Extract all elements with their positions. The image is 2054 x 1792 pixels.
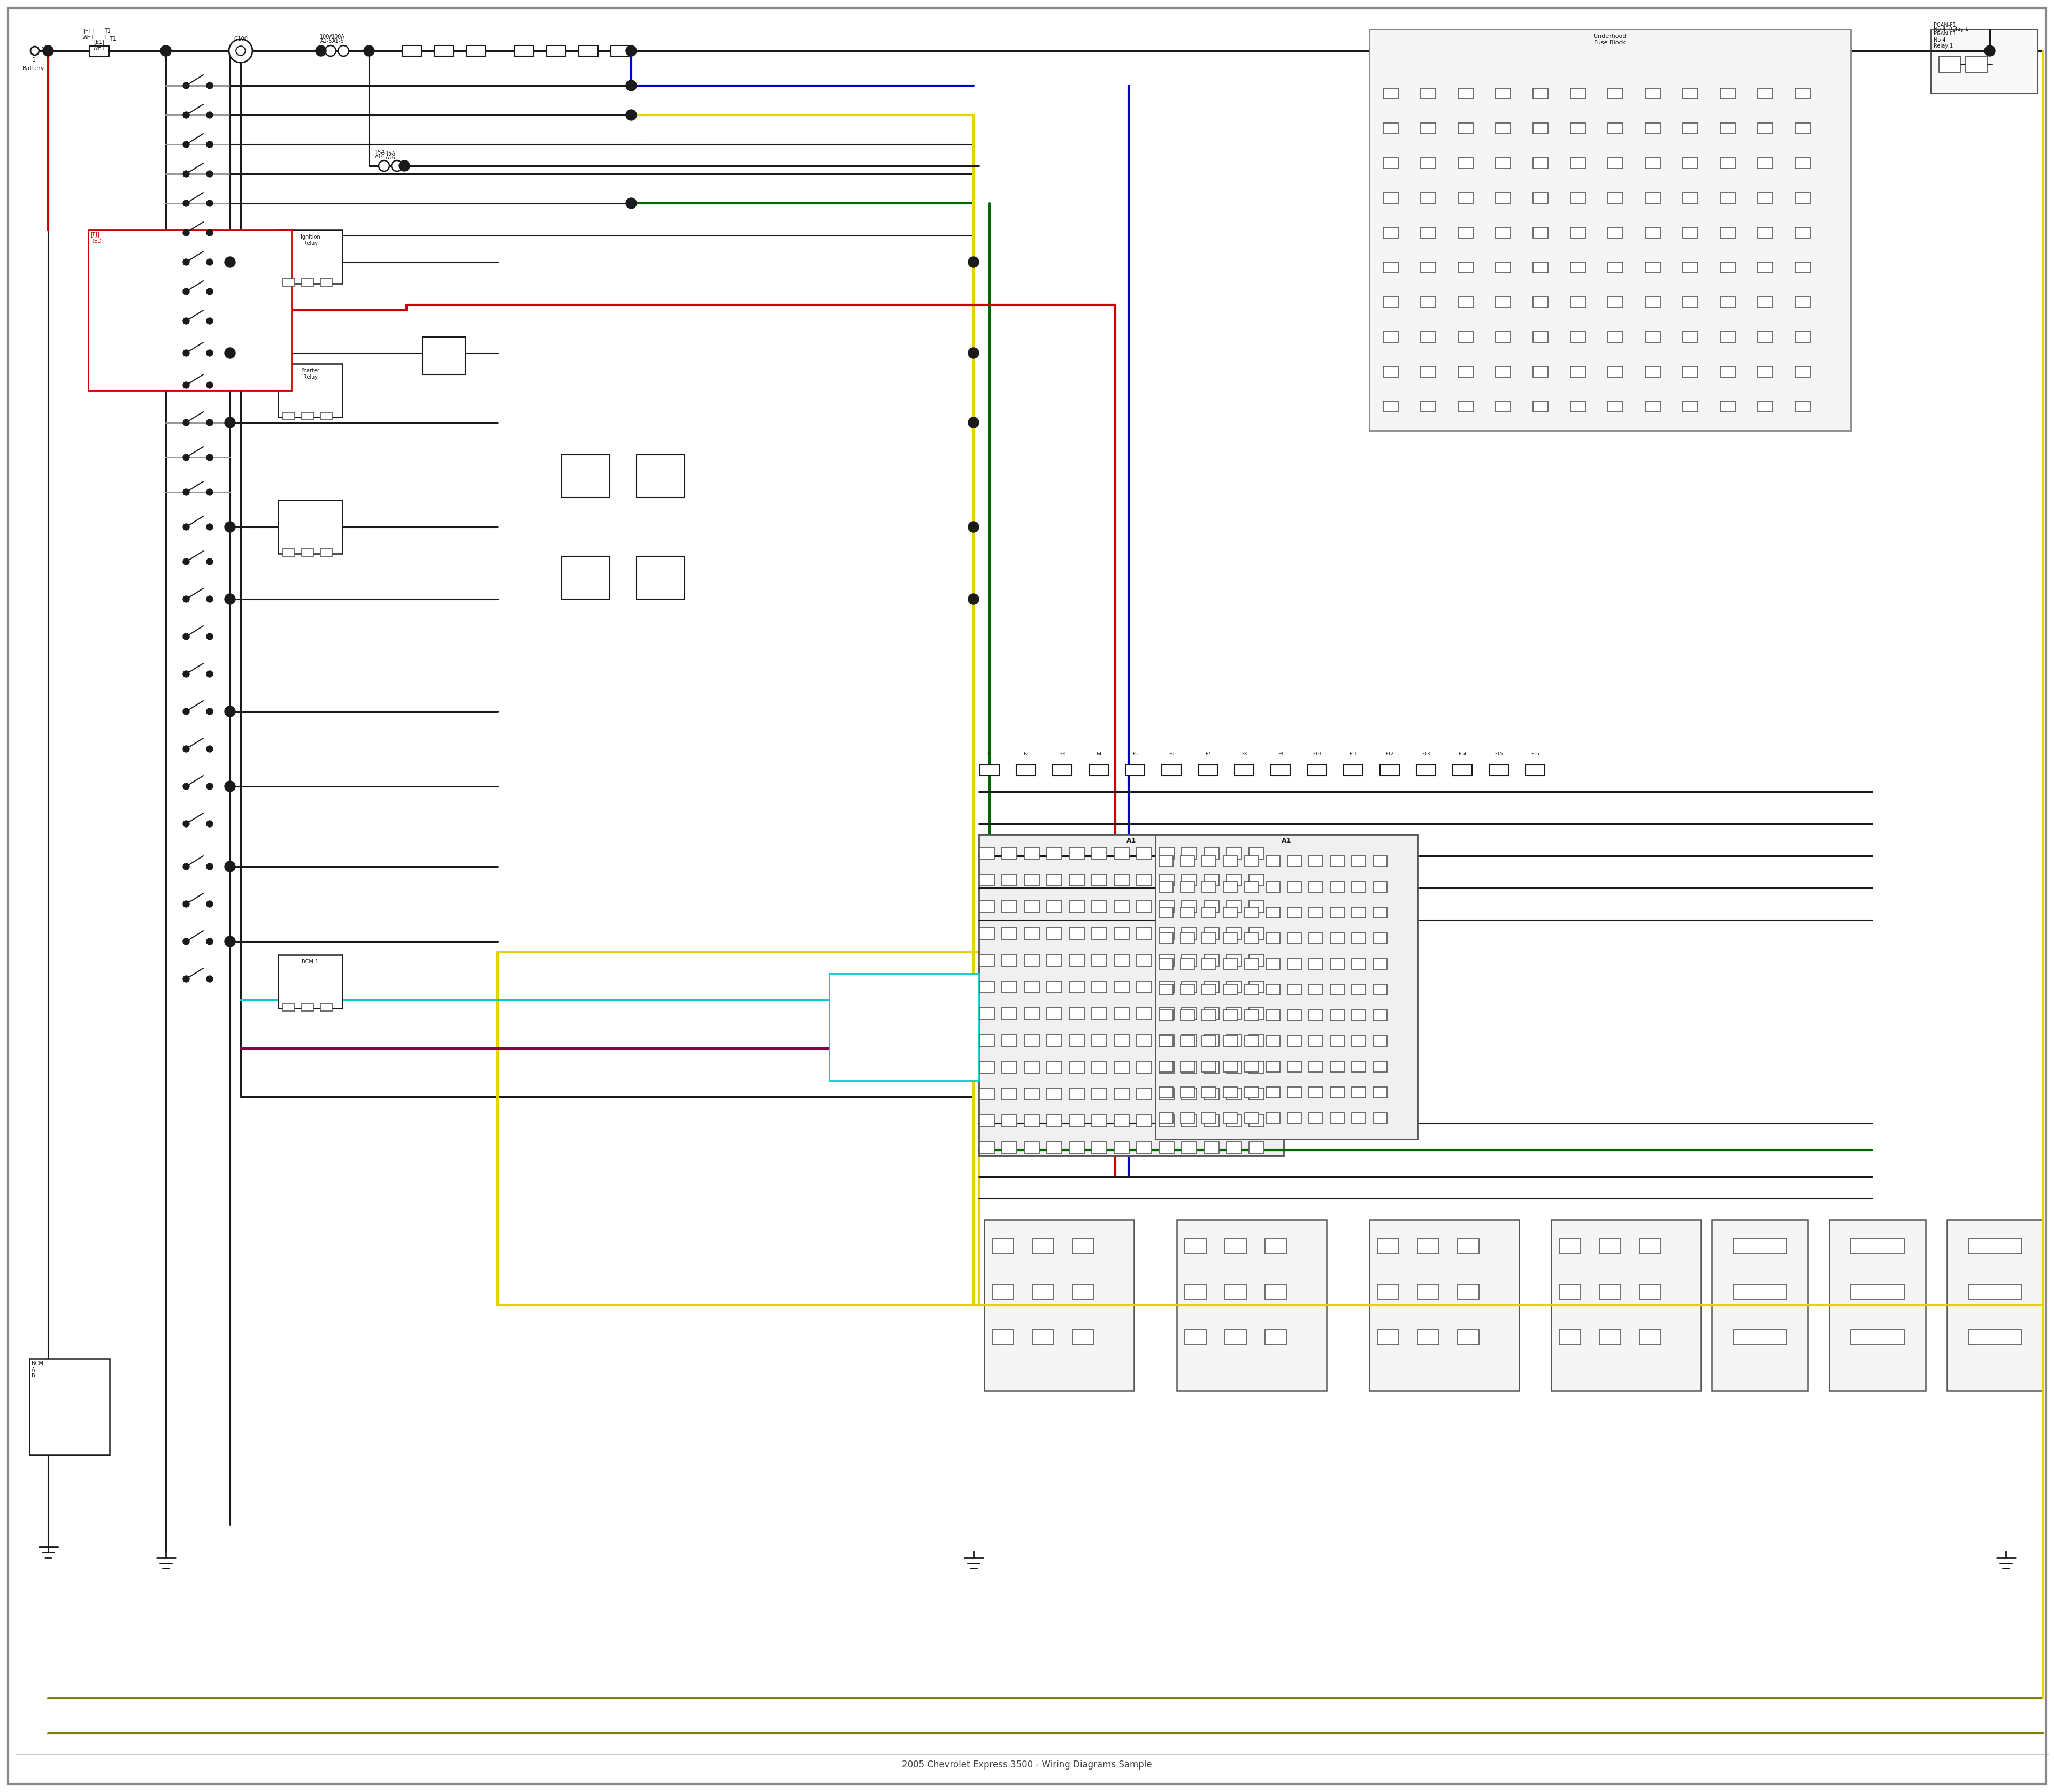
Bar <box>980 1142 994 1154</box>
Bar <box>1245 959 1259 969</box>
Bar <box>1002 955 1017 966</box>
Bar <box>1380 765 1399 776</box>
Bar <box>1851 1285 1904 1299</box>
Circle shape <box>224 706 236 717</box>
Bar <box>1645 228 1660 238</box>
Bar <box>1025 1007 1039 1020</box>
Text: [E1]
WHT: [E1] WHT <box>82 29 94 39</box>
Bar <box>1033 1285 1054 1299</box>
Bar <box>1458 332 1473 342</box>
Bar <box>1158 1034 1175 1047</box>
Bar <box>1571 228 1586 238</box>
Bar <box>1070 848 1085 858</box>
Circle shape <box>183 419 189 426</box>
Text: F6: F6 <box>1169 751 1175 756</box>
Circle shape <box>224 781 236 792</box>
Circle shape <box>160 45 170 56</box>
Bar <box>1070 901 1085 912</box>
Bar <box>1382 158 1399 168</box>
Bar <box>1204 1007 1218 1020</box>
Bar <box>980 848 994 858</box>
Bar <box>992 1330 1013 1344</box>
Bar <box>1226 1115 1241 1127</box>
Bar <box>1002 1061 1017 1073</box>
Bar <box>1070 1088 1085 1100</box>
Bar <box>1758 366 1773 376</box>
Bar <box>1093 901 1107 912</box>
Bar <box>1571 297 1586 308</box>
Circle shape <box>967 418 980 428</box>
Bar <box>1002 980 1017 993</box>
Bar <box>1795 332 1810 342</box>
Bar <box>1645 124 1660 134</box>
Text: F14: F14 <box>1458 751 1467 756</box>
Bar <box>980 835 1284 1156</box>
Bar <box>1559 1330 1582 1344</box>
Bar <box>1331 1061 1343 1072</box>
Bar <box>1352 1113 1366 1124</box>
Bar <box>1113 980 1130 993</box>
Bar <box>1245 857 1259 867</box>
Circle shape <box>392 161 403 172</box>
Bar <box>1113 874 1130 885</box>
Bar <box>1495 192 1510 202</box>
Bar <box>1245 882 1259 892</box>
Bar <box>1265 1011 1280 1021</box>
Text: BCM
A
B: BCM A B <box>31 1360 43 1378</box>
Circle shape <box>228 39 253 63</box>
Bar <box>1271 765 1290 776</box>
Bar <box>1721 297 1736 308</box>
Bar <box>1181 928 1197 939</box>
Text: Starter
Relay: Starter Relay <box>302 367 318 380</box>
Bar <box>1224 857 1237 867</box>
Bar <box>1968 1330 2021 1344</box>
Bar <box>1645 297 1660 308</box>
Bar <box>1306 765 1327 776</box>
Bar <box>1721 192 1736 202</box>
Bar <box>1025 1088 1039 1100</box>
Text: PCAN-F1
No 4
Relay 1: PCAN-F1 No 4 Relay 1 <box>1933 30 1955 48</box>
Bar <box>1721 158 1736 168</box>
Bar <box>1265 934 1280 944</box>
Bar <box>1265 1285 1286 1299</box>
Bar <box>1682 297 1699 308</box>
Text: F10: F10 <box>1313 751 1321 756</box>
Circle shape <box>183 783 189 790</box>
Bar <box>1136 1007 1152 1020</box>
Bar <box>1048 1088 1062 1100</box>
Bar <box>1639 1285 1662 1299</box>
Bar <box>1966 56 1986 72</box>
Bar <box>1136 1115 1152 1127</box>
Text: Underhood
Fuse Block: Underhood Fuse Block <box>1594 34 1627 45</box>
Bar <box>1968 1238 2021 1254</box>
Bar <box>1795 366 1810 376</box>
Bar <box>1136 928 1152 939</box>
Circle shape <box>207 633 214 640</box>
Bar <box>1758 158 1773 168</box>
Circle shape <box>207 382 214 389</box>
Bar <box>1245 1036 1259 1047</box>
Bar <box>1288 934 1302 944</box>
Bar <box>1532 158 1549 168</box>
Circle shape <box>207 317 214 324</box>
Circle shape <box>183 523 189 530</box>
Bar <box>1224 1061 1237 1072</box>
Circle shape <box>183 349 189 357</box>
Bar <box>1308 1011 1323 1021</box>
Bar <box>980 1007 994 1020</box>
Bar <box>1532 124 1549 134</box>
Circle shape <box>626 81 637 91</box>
Bar <box>1185 1285 1206 1299</box>
Bar <box>1758 401 1773 412</box>
Bar <box>1048 1115 1062 1127</box>
Bar <box>1226 955 1241 966</box>
Bar <box>1758 228 1773 238</box>
Text: Ignition
Relay: Ignition Relay <box>300 235 320 246</box>
Bar <box>1025 1115 1039 1127</box>
Bar <box>1608 262 1623 272</box>
Circle shape <box>183 201 189 206</box>
Circle shape <box>207 975 214 982</box>
Circle shape <box>183 289 189 294</box>
Bar <box>1070 980 1085 993</box>
Bar <box>1025 928 1039 939</box>
